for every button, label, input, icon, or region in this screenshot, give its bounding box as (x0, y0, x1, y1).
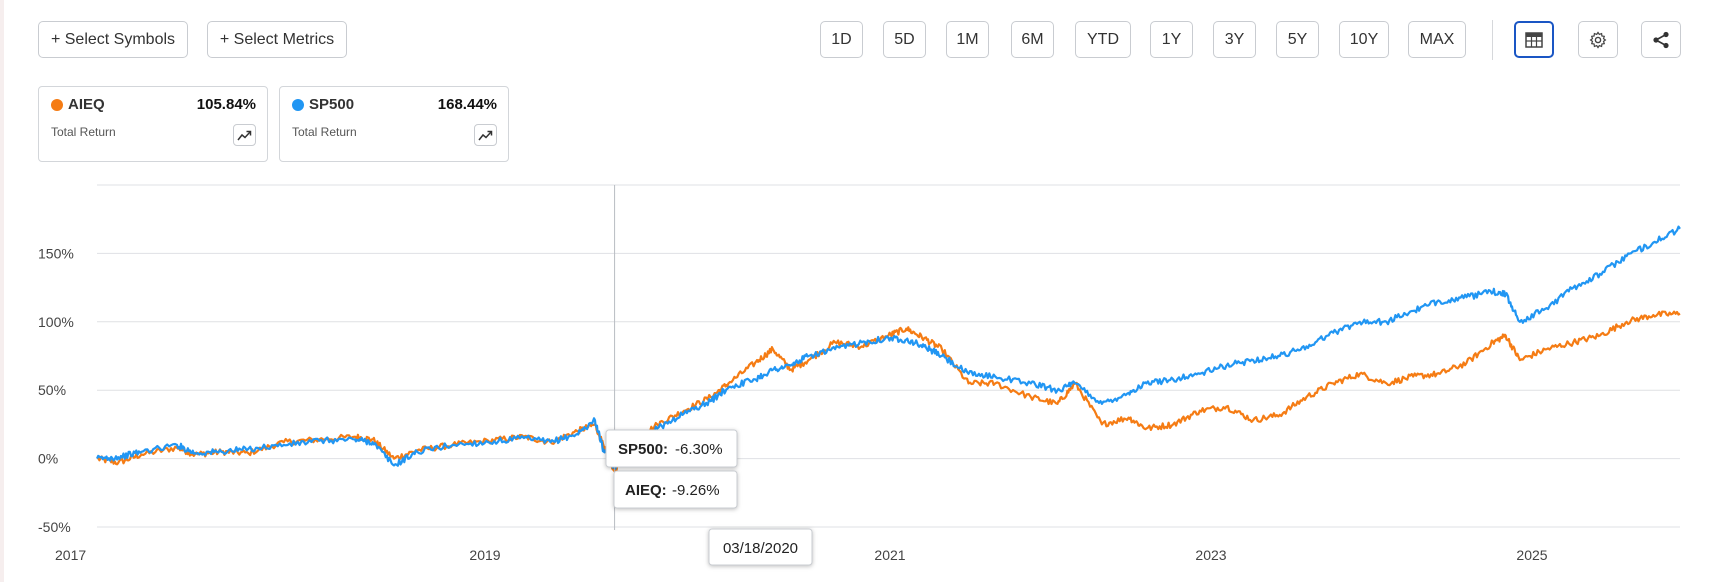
tooltip-date: 03/18/2020 (708, 528, 813, 566)
table-icon (1525, 31, 1543, 48)
table-view-button[interactable] (1514, 21, 1554, 58)
y-tick-label: 150% (38, 245, 74, 261)
tooltip-aieq-value: -9.26% (672, 482, 720, 499)
gear-icon (1589, 30, 1607, 49)
period-max-button[interactable]: MAX (1408, 21, 1466, 58)
x-axis: 2017 2019 2021 2023 2025 (55, 547, 1548, 563)
trend-chart-icon (478, 130, 493, 140)
y-tick-label: 100% (38, 314, 74, 330)
series-line-sp500 (95, 225, 1681, 470)
trend-chart-icon (237, 130, 252, 140)
series-color-dot (292, 99, 304, 111)
series-lines (95, 225, 1681, 473)
select-metrics-button[interactable]: + Select Metrics (207, 21, 347, 58)
chart-grid (97, 184, 1680, 528)
tooltip-sp500-label: SP500: (618, 441, 668, 458)
tooltip-aieq: AIEQ: -9.26% (613, 470, 738, 509)
share-icon (1653, 31, 1669, 48)
y-tick-label: 0% (38, 451, 58, 467)
x-tick-label: 2017 (55, 547, 86, 563)
legend-value: 168.44% (437, 96, 497, 113)
tooltip-sp500-value: -6.30% (675, 441, 723, 458)
x-tick-label: 2019 (469, 547, 500, 563)
y-axis: 150% 100% 50% 0% -50% (38, 245, 74, 535)
tooltip-sp500: SP500: -6.30% (605, 429, 738, 468)
x-tick-label: 2021 (874, 547, 905, 563)
legend-metric-label: Total Return (292, 125, 357, 139)
legend-symbol: AIEQ (68, 96, 105, 113)
x-tick-label: 2023 (1195, 547, 1226, 563)
legend-symbol: SP500 (309, 96, 355, 113)
period-1d-button[interactable]: 1D (820, 21, 863, 58)
legend-card-sp500[interactable]: SP500 168.44% Total Return (279, 86, 509, 162)
trend-chart-button[interactable] (233, 124, 256, 146)
tooltip-aieq-label: AIEQ: (625, 482, 667, 499)
toolbar-divider (1492, 20, 1493, 60)
y-tick-label: -50% (38, 519, 71, 535)
x-tick-label: 2025 (1516, 547, 1547, 563)
page-edge (0, 0, 4, 582)
tooltip-date-label: 03/18/2020 (723, 540, 798, 557)
share-button[interactable] (1641, 21, 1681, 58)
legend-card-aieq[interactable]: AIEQ 105.84% Total Return (38, 86, 268, 162)
select-symbols-button[interactable]: + Select Symbols (38, 21, 188, 58)
settings-button[interactable] (1578, 21, 1618, 58)
trend-chart-button[interactable] (474, 124, 497, 146)
period-6m-button[interactable]: 6M (1011, 21, 1054, 58)
period-1m-button[interactable]: 1M (946, 21, 989, 58)
period-10y-button[interactable]: 10Y (1339, 21, 1389, 58)
series-line-aieq (96, 310, 1681, 473)
legend-value: 105.84% (196, 96, 256, 113)
y-tick-label: 50% (38, 382, 66, 398)
legend-metric-label: Total Return (51, 125, 116, 139)
period-5y-button[interactable]: 5Y (1276, 21, 1319, 58)
period-ytd-button[interactable]: YTD (1075, 21, 1131, 58)
period-5d-button[interactable]: 5D (883, 21, 926, 58)
period-3y-button[interactable]: 3Y (1213, 21, 1256, 58)
period-1y-button[interactable]: 1Y (1150, 21, 1193, 58)
series-color-dot (51, 99, 63, 111)
